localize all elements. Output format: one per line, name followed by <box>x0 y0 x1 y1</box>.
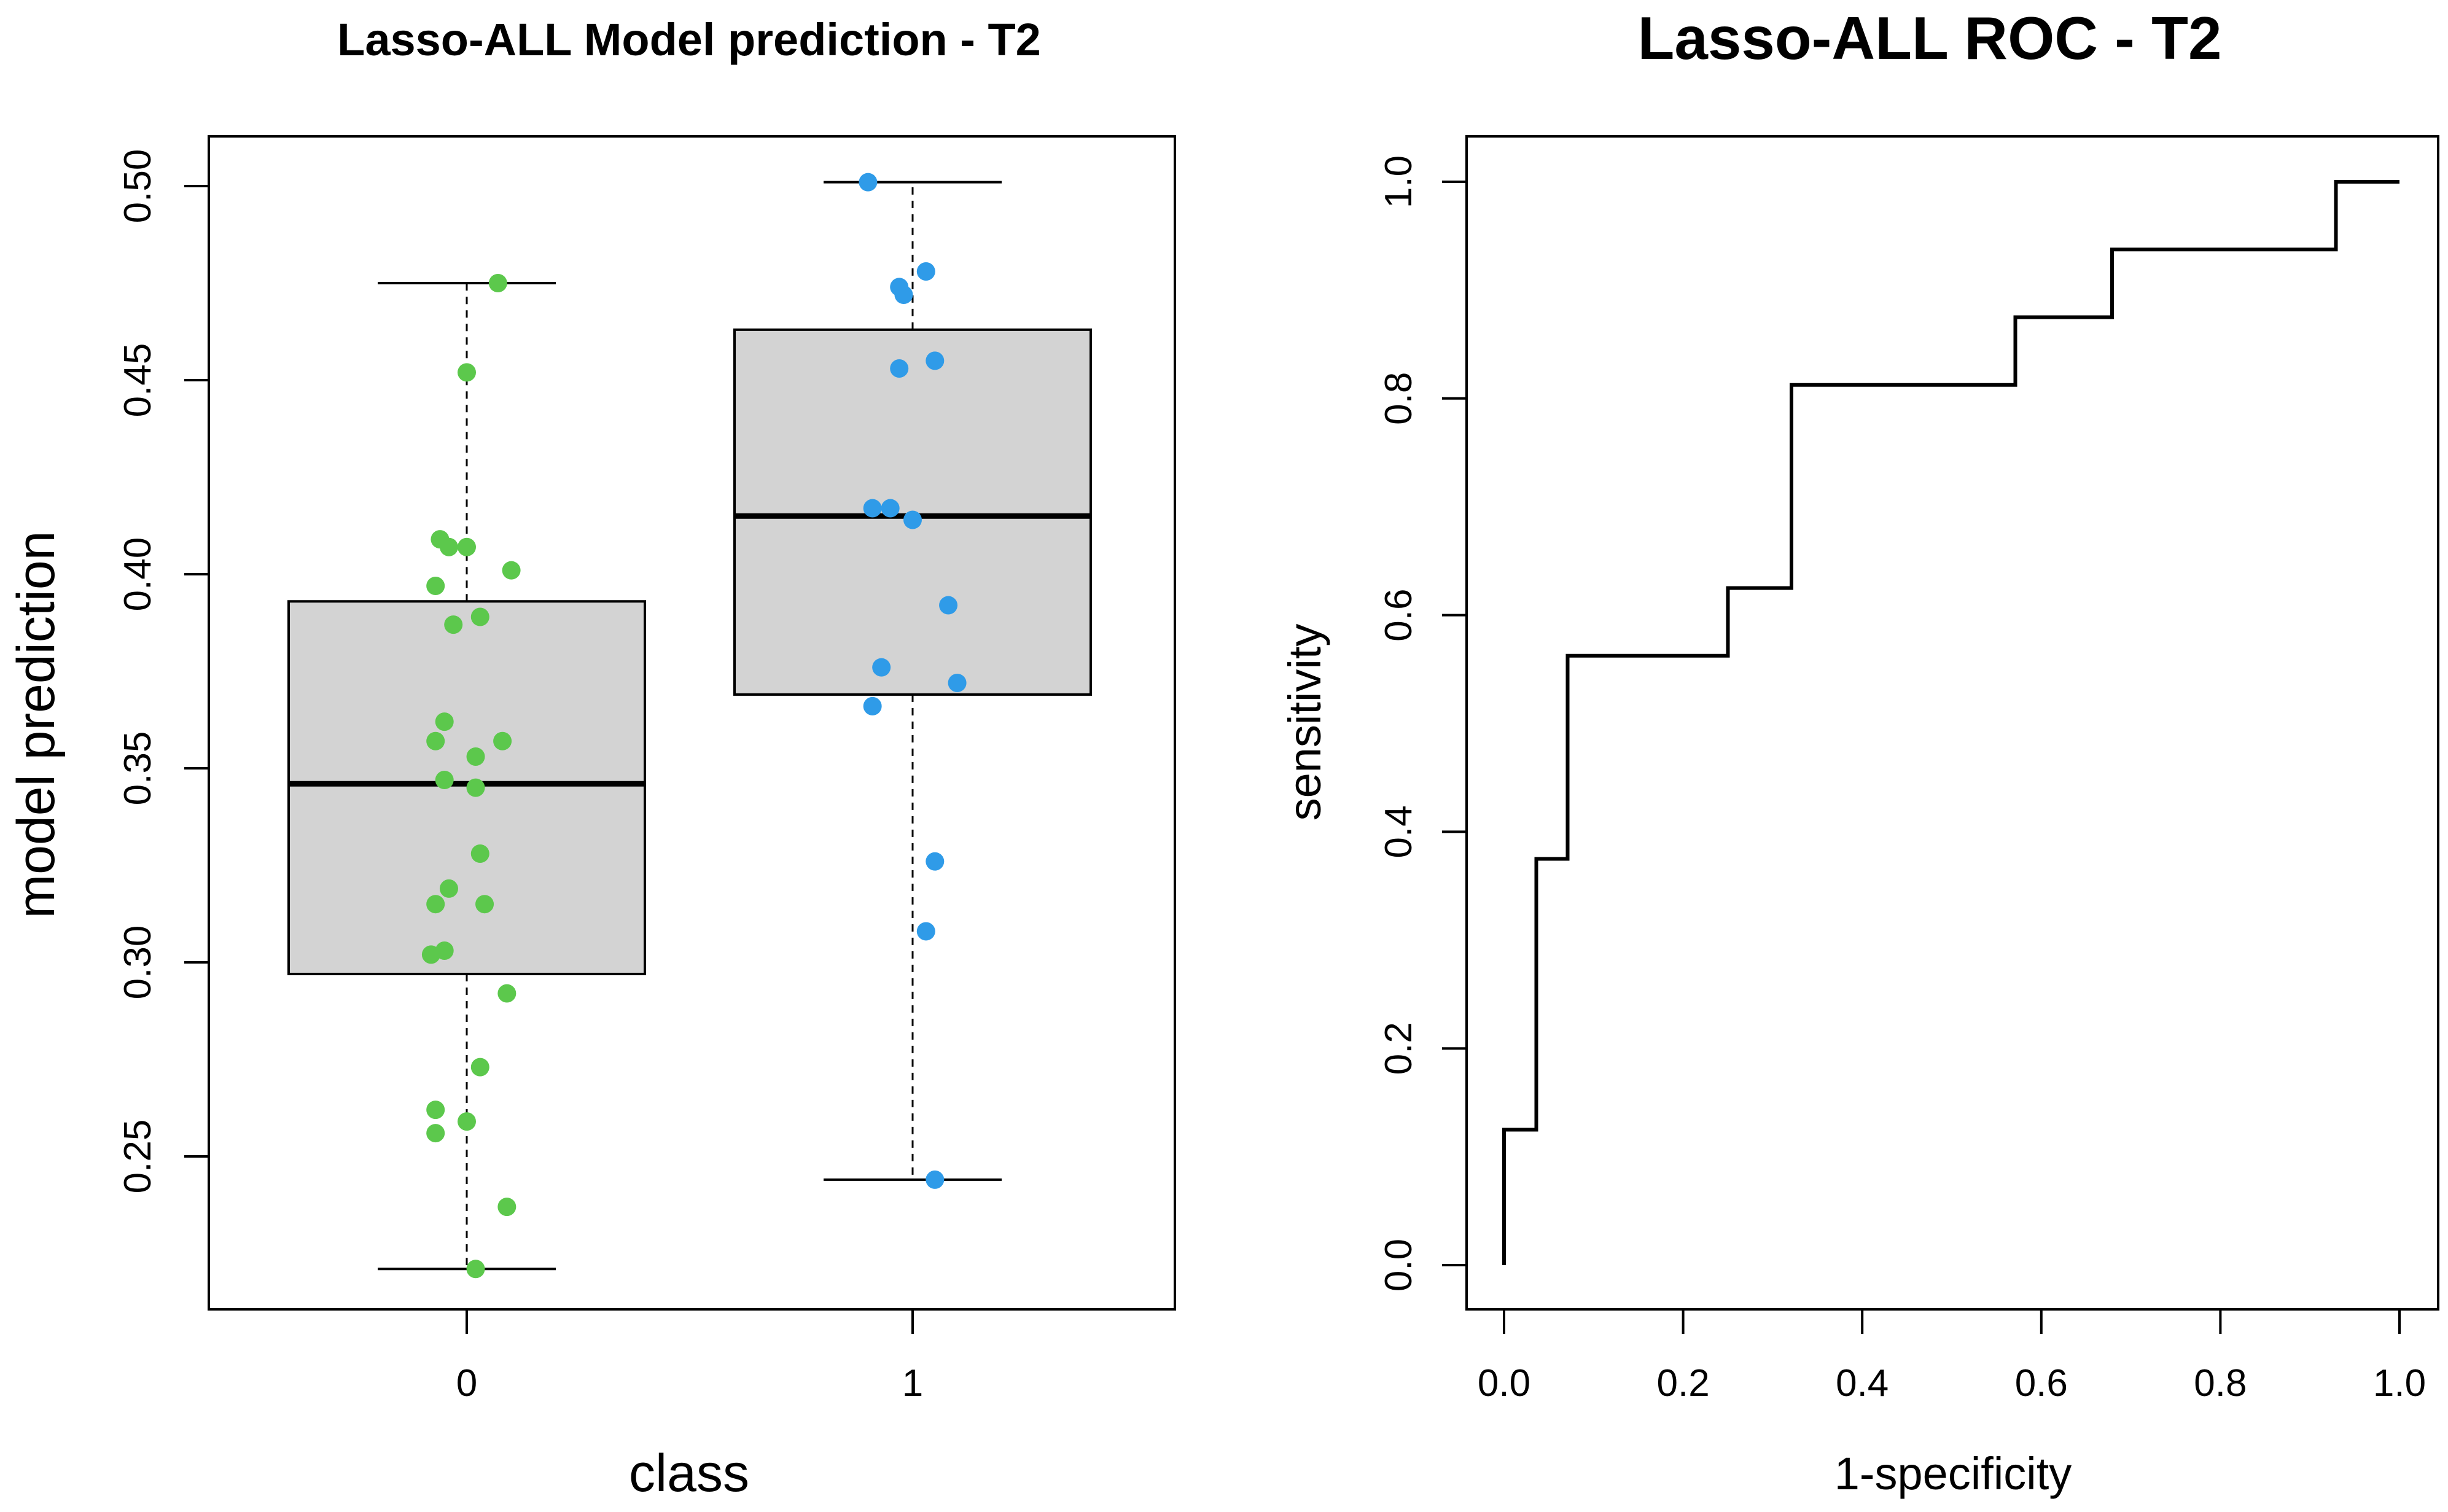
boxplot-y-tick-label: 0.40 <box>117 537 159 612</box>
data-point <box>466 1260 485 1279</box>
roc-y-tick-label: 0.8 <box>1378 372 1420 425</box>
roc-panel: Lasso-ALL ROC - T2 sensitivity 1-specifi… <box>1279 4 2439 1499</box>
roc-title: Lasso-ALL ROC - T2 <box>1637 4 2221 72</box>
data-point <box>916 262 935 281</box>
boxplot-y-axis-label: model prediction <box>7 531 66 918</box>
data-point <box>426 1124 445 1143</box>
boxplot-title: Lasso-ALL Model prediction - T2 <box>337 14 1041 65</box>
data-point <box>926 1170 945 1189</box>
data-point <box>458 363 476 382</box>
data-point <box>502 561 521 580</box>
boxplot-y-axis: 0.25 0.30 0.35 0.40 0.45 0.50 <box>117 149 210 1194</box>
data-point <box>439 537 458 556</box>
data-point <box>444 615 463 634</box>
data-point <box>890 359 909 378</box>
data-point <box>863 499 882 518</box>
data-point <box>470 844 489 863</box>
data-point <box>497 984 516 1003</box>
data-point <box>903 510 922 529</box>
data-point <box>916 922 935 941</box>
data-point <box>470 607 489 626</box>
roc-y-tick-label: 0.2 <box>1378 1022 1420 1075</box>
roc-curve-line <box>1502 180 2399 1265</box>
data-point <box>458 537 476 556</box>
boxplot-y-tick-label: 0.30 <box>117 926 159 1000</box>
roc-y-axis-label: sensitivity <box>1279 624 1330 821</box>
roc-y-tick-label: 1.0 <box>1378 155 1420 208</box>
boxplot-y-tick-label: 0.25 <box>117 1120 159 1194</box>
roc-x-tick-label: 0.2 <box>1656 1362 1709 1405</box>
boxplot-x-tick-label: 1 <box>902 1362 923 1405</box>
data-point <box>926 351 945 370</box>
boxplot-y-tick-label: 0.50 <box>117 149 159 224</box>
roc-x-axis: 0.0 0.2 0.4 0.6 0.8 1.0 <box>1478 1308 2426 1405</box>
data-point <box>863 696 882 715</box>
boxplot-marks <box>287 173 1092 1279</box>
roc-x-tick-label: 0.4 <box>1836 1362 1889 1405</box>
data-point <box>466 747 485 766</box>
data-point <box>458 1112 476 1131</box>
roc-y-axis: 0.0 0.2 0.4 0.6 0.8 1.0 <box>1378 155 1468 1292</box>
data-point <box>894 285 913 304</box>
roc-y-tick-label: 0.0 <box>1378 1239 1420 1292</box>
data-point <box>426 731 445 750</box>
boxplot-panel: Lasso-ALL Model prediction - T2 model pr… <box>7 14 1176 1503</box>
data-point <box>466 778 485 797</box>
roc-plot-frame <box>1465 135 2439 1311</box>
roc-x-tick-label: 0.6 <box>2015 1362 2068 1405</box>
roc-x-tick-label: 0.8 <box>2194 1362 2247 1405</box>
boxplot-y-tick-label: 0.35 <box>117 731 159 806</box>
data-point <box>421 945 440 964</box>
roc-x-tick-label: 0.0 <box>1478 1362 1530 1405</box>
data-point <box>435 770 454 789</box>
boxplot-x-tick-label: 0 <box>456 1362 477 1405</box>
data-point <box>497 1198 516 1217</box>
data-point <box>426 576 445 595</box>
roc-y-tick-label: 0.6 <box>1378 588 1420 641</box>
points-class-0 <box>421 274 521 1279</box>
points-class-1 <box>859 173 967 1189</box>
data-point <box>939 596 958 615</box>
boxplot-y-tick-label: 0.45 <box>117 343 159 418</box>
roc-marks <box>1502 180 2399 1265</box>
data-point <box>881 499 900 518</box>
boxplot-x-axis-label: class <box>629 1444 749 1503</box>
data-point <box>948 673 967 692</box>
data-point <box>872 658 891 677</box>
box-group-class-1 <box>733 181 1092 1181</box>
data-point <box>926 852 945 871</box>
data-point <box>493 731 512 750</box>
roc-x-axis-label: 1-specificity <box>1834 1448 2072 1499</box>
roc-x-tick-label: 1.0 <box>2373 1362 2426 1405</box>
boxplot-plot-frame <box>208 135 1176 1311</box>
data-point <box>470 1058 489 1077</box>
roc-y-tick-label: 0.4 <box>1378 805 1420 858</box>
data-point <box>488 274 507 292</box>
data-point <box>475 895 494 914</box>
data-point <box>435 712 454 731</box>
data-point <box>426 1101 445 1120</box>
data-point <box>426 895 445 914</box>
data-point <box>859 173 878 192</box>
data-point <box>439 879 458 898</box>
